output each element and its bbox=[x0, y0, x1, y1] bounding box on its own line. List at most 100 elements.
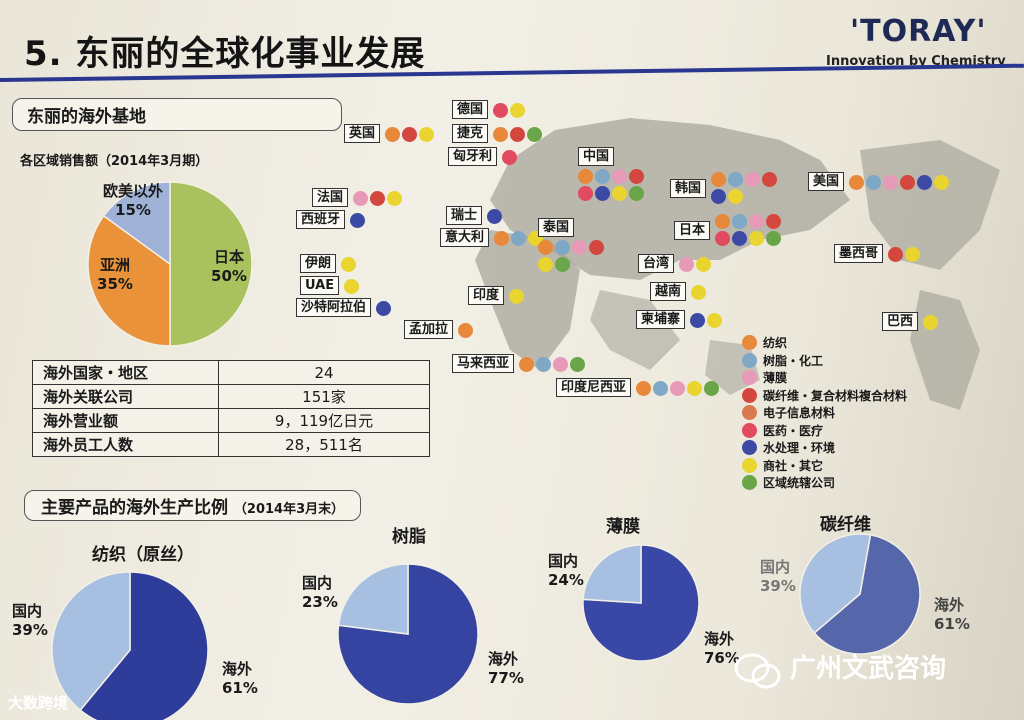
business-dots bbox=[385, 124, 436, 143]
business-dots bbox=[487, 206, 504, 225]
business-dot-regional bbox=[527, 127, 543, 142]
legend-item-resin: 树脂・化工 bbox=[742, 352, 907, 370]
business-dot-trading bbox=[707, 313, 723, 328]
business-dots bbox=[636, 378, 721, 397]
business-dot-water bbox=[732, 231, 748, 246]
business-dot-film bbox=[353, 191, 369, 206]
legend-item-trading: 商社・其它 bbox=[742, 457, 907, 475]
country-label: 印度 bbox=[468, 286, 505, 305]
business-dots bbox=[923, 312, 940, 331]
business-dot-trading bbox=[687, 381, 703, 396]
business-dots bbox=[502, 147, 519, 166]
resin-overseas-label: 海外 77% bbox=[488, 650, 524, 687]
country-20: 韩国 bbox=[670, 172, 779, 204]
country-label: 美国 bbox=[808, 172, 845, 191]
business-dots bbox=[888, 244, 922, 263]
business-dots bbox=[711, 172, 779, 204]
country-22: 美国 bbox=[808, 172, 951, 191]
business-dot-carbon bbox=[888, 247, 904, 262]
business-dot-film bbox=[749, 214, 765, 229]
country-21: 日本 bbox=[674, 214, 783, 246]
legend-label: 电子信息材料 bbox=[763, 406, 836, 421]
country-6: 瑞士 bbox=[446, 206, 504, 225]
business-dot-fiber bbox=[385, 127, 401, 142]
business-dot-trading bbox=[612, 186, 627, 201]
business-dot-trading bbox=[344, 279, 360, 294]
country-5: 西班牙 bbox=[296, 210, 367, 229]
film-domestic-label: 国内 24% bbox=[548, 552, 584, 589]
business-dot-resin bbox=[595, 169, 610, 184]
business-dot-trading bbox=[509, 289, 525, 304]
legend-swatch bbox=[742, 370, 757, 386]
pie-slice-0-2 bbox=[102, 181, 171, 266]
business-dot-resin bbox=[732, 214, 748, 229]
country-label: 法国 bbox=[312, 188, 349, 207]
stat-value: 9，119亿日元 bbox=[218, 408, 430, 433]
business-dots bbox=[376, 298, 393, 317]
legend-swatch bbox=[742, 422, 757, 438]
legend-swatch bbox=[742, 457, 757, 473]
country-7: 意大利 bbox=[440, 228, 545, 247]
business-dot-water bbox=[917, 175, 933, 190]
country-23: 墨西哥 bbox=[834, 244, 922, 263]
business-dot-regional bbox=[555, 257, 570, 272]
business-dots bbox=[350, 210, 367, 229]
legend-label: 碳纤维・复合材料複合材料 bbox=[763, 388, 908, 403]
overseas-stats-table: 海外国家・地区 24 海外关联公司 151家 海外营业额 9，119亿日元 海外员工人… bbox=[32, 360, 430, 457]
legend-label: 薄膜 bbox=[763, 371, 788, 386]
business-dot-carbon bbox=[766, 214, 782, 229]
business-dot-medical bbox=[493, 103, 509, 118]
legend-label: 医药・医疗 bbox=[763, 423, 824, 438]
business-dot-trading bbox=[419, 127, 435, 142]
business-dot-trading bbox=[510, 103, 526, 118]
business-dots bbox=[538, 240, 606, 272]
legend-label: 区域统辖公司 bbox=[763, 476, 836, 491]
chart-title-carbon: 碳纤维 bbox=[820, 515, 871, 535]
business-dots bbox=[578, 169, 646, 201]
country-9: UAE bbox=[300, 276, 361, 295]
carbon-production-pie bbox=[799, 533, 921, 655]
country-label: 匈牙利 bbox=[448, 147, 498, 166]
legend-swatch bbox=[742, 440, 757, 456]
country-4: 法国 bbox=[312, 188, 404, 207]
business-dot-trading bbox=[923, 315, 939, 330]
business-dot-regional bbox=[766, 231, 782, 246]
country-label: UAE bbox=[300, 276, 340, 295]
business-dot-carbon bbox=[402, 127, 418, 142]
business-dot-resin bbox=[728, 172, 744, 187]
pie-slice-0-0 bbox=[169, 181, 253, 347]
business-dot-film bbox=[612, 169, 627, 184]
business-dots bbox=[344, 276, 361, 295]
legend-label: 纺织 bbox=[763, 336, 788, 351]
business-dot-water bbox=[690, 313, 706, 328]
product-ratio-title: 主要产品的海外生产比例 bbox=[41, 498, 228, 518]
legend-item-electronic: 电子信息材料 bbox=[742, 404, 907, 422]
page-title: 5. 东丽的全球化事业发展 bbox=[24, 34, 426, 74]
legend-item-medical: 医药・医疗 bbox=[742, 422, 907, 440]
chart-title-resin: 树脂 bbox=[392, 527, 426, 547]
stat-label: 海外国家・地区 bbox=[32, 360, 219, 385]
pie-label-japan: 日本 50% bbox=[211, 248, 247, 285]
business-dots bbox=[509, 286, 526, 305]
business-dot-film bbox=[679, 257, 695, 272]
business-dots bbox=[341, 254, 358, 273]
country-label: 韩国 bbox=[670, 178, 707, 198]
country-14: 印度尼西亚 bbox=[556, 378, 721, 397]
business-dot-medical bbox=[502, 150, 518, 165]
watermark-right: 广州文武咨询 bbox=[790, 654, 947, 684]
business-dots bbox=[679, 254, 713, 273]
country-label: 瑞士 bbox=[446, 206, 483, 225]
country-1: 英国 bbox=[344, 124, 436, 143]
table-row: 海外关联公司 151家 bbox=[32, 384, 430, 409]
business-dot-water bbox=[595, 186, 610, 201]
table-row: 海外员工人数 28，511名 bbox=[32, 432, 430, 457]
legend-label: 水处理・环境 bbox=[763, 441, 836, 456]
business-dot-trading bbox=[538, 257, 553, 272]
business-dot-trading bbox=[749, 231, 765, 246]
business-dots bbox=[715, 214, 783, 246]
business-dot-fiber bbox=[715, 214, 731, 229]
business-dots bbox=[493, 124, 544, 143]
business-dot-film bbox=[553, 357, 569, 372]
business-dot-carbon bbox=[510, 127, 526, 142]
business-dot-fiber bbox=[538, 240, 553, 255]
